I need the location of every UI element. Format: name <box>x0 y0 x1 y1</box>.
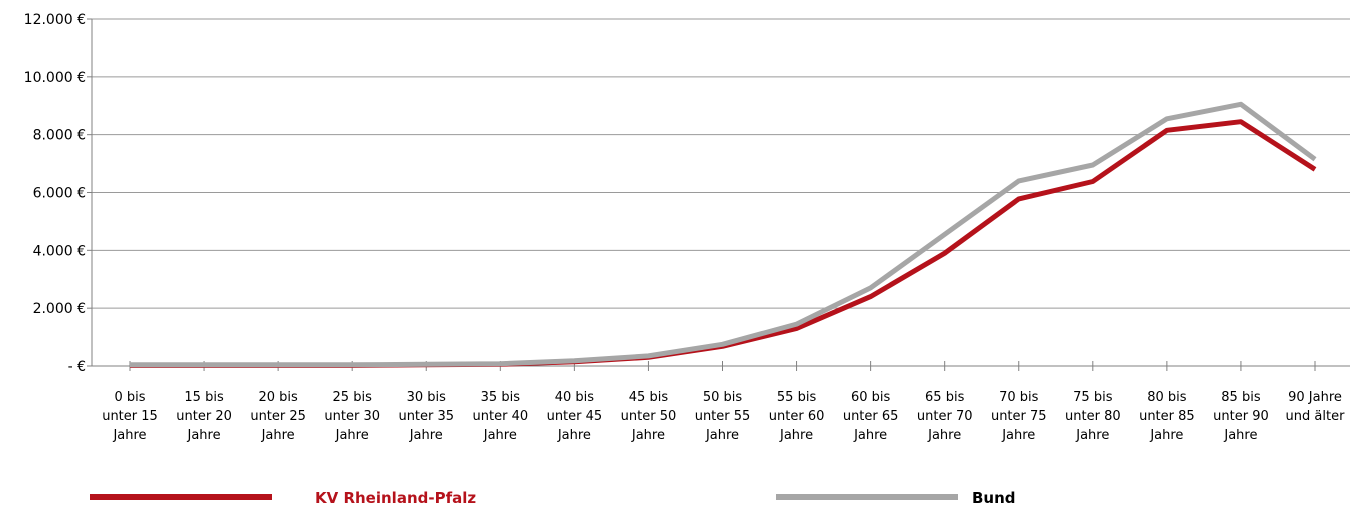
x-tick-label: 65 bis unter 70 Jahre <box>917 390 973 443</box>
series-lines <box>130 101 1317 368</box>
x-tick-label: 0 bis unter 15 Jahre <box>102 390 158 443</box>
x-tick-label: 85 bis unter 90 Jahre <box>1213 390 1269 443</box>
y-tick-label: 4.000 € <box>33 243 86 259</box>
gridlines <box>92 18 1350 309</box>
x-tick-label: 70 bis unter 75 Jahre <box>991 390 1047 443</box>
legend-label: Bund <box>972 489 1016 507</box>
x-tick-label: 50 bis unter 55 Jahre <box>695 390 751 443</box>
legend: KV Rheinland-Pfalz Bund <box>90 489 1016 507</box>
x-tick-label: 40 bis unter 45 Jahre <box>547 390 603 443</box>
series-line-bund <box>130 101 1317 368</box>
x-tick-label: 90 Jahre und älter <box>1286 390 1346 424</box>
legend-label: KV Rheinland-Pfalz <box>315 489 476 507</box>
x-tick-label: 20 bis unter 25 Jahre <box>250 390 306 443</box>
y-tick-label: - € <box>68 359 86 375</box>
axes <box>87 18 1350 371</box>
x-tick-label: 15 bis unter 20 Jahre <box>176 390 232 443</box>
x-tick-label: 25 bis unter 30 Jahre <box>324 390 380 443</box>
y-tick-label: 2.000 € <box>33 301 86 317</box>
y-tick-label: 12.000 € <box>24 12 86 28</box>
series-line-kv-rheinland-pfalz <box>130 119 1317 368</box>
x-tick-label: 35 bis unter 40 Jahre <box>473 390 529 443</box>
x-tick-label: 45 bis unter 50 Jahre <box>621 390 677 443</box>
y-tick-label: 8.000 € <box>33 128 86 144</box>
x-tick-label: 30 bis unter 35 Jahre <box>398 390 454 443</box>
x-axis-tick-labels: 0 bis unter 15 Jahre 15 bis unter 20 Jahre 20 … <box>102 390 1345 443</box>
x-tick-label: 55 bis unter 60 Jahre <box>769 390 825 443</box>
x-tick-label: 75 bis unter 80 Jahre <box>1065 390 1121 443</box>
y-tick-label: 10.000 € <box>24 70 86 86</box>
y-axis-tick-labels: - € 2.000 € 4.000 € 6.000 € 8.000 € 10.000 € 1… <box>24 12 86 375</box>
x-tick-label: 80 bis unter 85 Jahre <box>1139 390 1195 443</box>
y-tick-label: 6.000 € <box>33 186 86 202</box>
x-tick-label: 60 bis unter 65 Jahre <box>843 390 899 443</box>
